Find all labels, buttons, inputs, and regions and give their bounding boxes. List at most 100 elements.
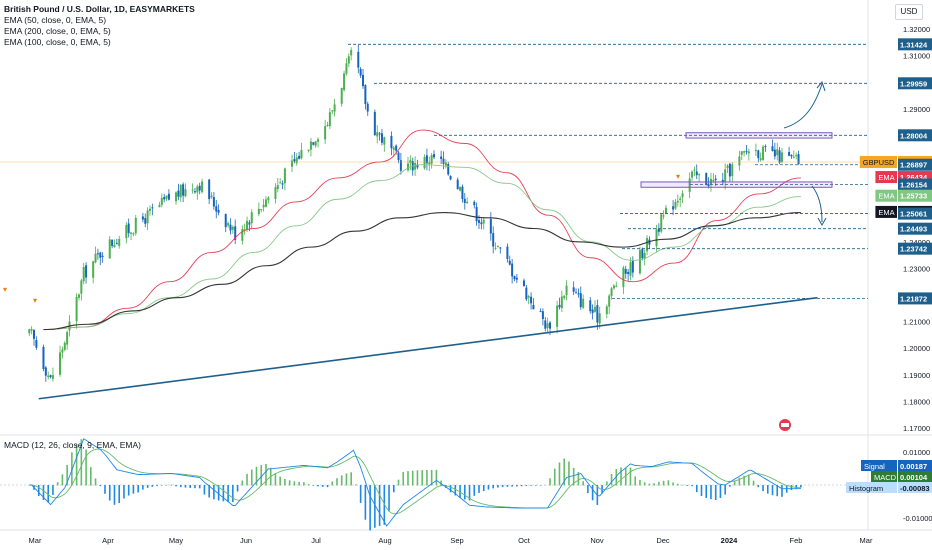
trend-line	[38, 296, 818, 400]
histogram-bar	[56, 482, 59, 486]
histogram-bar	[222, 485, 225, 502]
price-label-tag-bg	[875, 171, 897, 184]
candle-body	[695, 171, 698, 176]
macd-value-bg	[898, 471, 932, 482]
histogram-bar	[468, 485, 471, 501]
currency-button[interactable]: USD	[895, 4, 923, 20]
time-tick-label: Mar	[860, 536, 873, 545]
candle-body	[494, 247, 497, 249]
candle-body	[771, 146, 774, 152]
histogram-bar	[795, 485, 797, 489]
candle-body	[101, 255, 104, 257]
candle-body	[582, 298, 585, 308]
candle-body	[629, 262, 632, 276]
histogram-bar	[350, 472, 352, 486]
histogram-bar	[94, 478, 97, 486]
ema-50-legend[interactable]: EMA (50, close, 0, EMA, 5)	[4, 15, 107, 25]
histogram-bar	[75, 444, 78, 486]
candle-body	[279, 182, 282, 184]
price-axis[interactable]: 1.320001.310001.300001.290001.280001.270…	[859, 25, 932, 433]
histogram-bar	[416, 470, 419, 486]
candle-body	[743, 151, 746, 153]
price-label-value: 1.31424	[900, 40, 928, 49]
candle-body	[773, 149, 776, 157]
candle-body	[250, 212, 253, 224]
candle-body	[309, 141, 312, 150]
ema-100-legend[interactable]: EMA (100, close, 0, EMA, 5)	[4, 37, 111, 47]
candle-body	[328, 112, 331, 127]
price-label-value: 1.24493	[900, 225, 927, 234]
histogram-bar	[227, 485, 229, 502]
candle-body	[283, 168, 286, 184]
candle-body	[657, 229, 660, 232]
histogram-bar	[203, 485, 206, 495]
histogram-bar	[776, 485, 779, 497]
candle-body	[477, 220, 480, 223]
candle-body	[728, 163, 731, 177]
histogram-bar	[449, 485, 452, 493]
candle-body	[731, 164, 734, 176]
candle-body	[414, 163, 417, 170]
ema-50-line	[43, 129, 801, 331]
histogram-bar	[530, 485, 532, 486]
candle-body	[165, 195, 168, 199]
time-axis[interactable]: Mar Apr May Jun Jul Aug Sep Oct Nov Dec 2024 Feb Mar	[29, 536, 873, 545]
candle-body	[496, 245, 499, 247]
candle-body	[660, 214, 663, 232]
candle-body	[373, 111, 376, 136]
time-tick-label: Mar	[29, 536, 42, 545]
candle-body	[196, 186, 199, 193]
candle-body	[264, 199, 267, 207]
candle-body	[193, 191, 196, 193]
candle-body	[35, 340, 38, 348]
candle-body	[615, 285, 618, 287]
candle-body	[449, 175, 452, 180]
candle-body	[416, 164, 419, 168]
candle-body	[33, 330, 35, 339]
flag-icon-stripe	[781, 423, 789, 427]
candle-body	[96, 253, 99, 255]
price-chart-area[interactable]: ▾ ▾ ▾	[0, 0, 932, 531]
histogram-bar	[232, 485, 234, 503]
candle-body	[151, 207, 154, 209]
candle-body	[795, 155, 798, 157]
candle-body	[489, 219, 492, 234]
candle-body	[577, 293, 580, 295]
macd-tick-label: 0.01000	[903, 448, 930, 457]
candle-body	[144, 218, 147, 224]
price-tick-label: 1.23000	[903, 264, 930, 273]
histogram-bar	[681, 484, 684, 486]
candle-body	[662, 215, 665, 217]
candle-body	[605, 306, 608, 315]
histogram-bar	[165, 484, 168, 486]
price-tick-label: 1.31000	[903, 52, 930, 61]
candle-body	[406, 163, 409, 171]
candle-body	[229, 224, 232, 231]
ema-200-legend[interactable]: EMA (200, close, 0, EMA, 5)	[4, 26, 111, 36]
histogram-bar	[677, 483, 679, 486]
price-label-tag: EMA	[878, 173, 894, 182]
histogram-bar	[459, 485, 461, 498]
candle-body	[49, 375, 52, 378]
price-tick-label: 1.24000	[903, 238, 930, 247]
ema-100-line	[43, 164, 801, 331]
candle-body	[312, 142, 315, 145]
histogram-bar	[549, 478, 551, 486]
arrow-down-icon	[817, 217, 827, 227]
histogram-bar	[340, 475, 343, 486]
candle-body	[184, 189, 187, 197]
histogram-bar	[558, 462, 561, 486]
candle-body	[544, 320, 547, 329]
histogram-bar	[624, 467, 627, 486]
candle-body	[274, 187, 277, 199]
histogram-bar	[85, 449, 87, 486]
histogram-bar	[729, 485, 731, 487]
projection-arrow-up	[783, 83, 823, 129]
macd-legend[interactable]: MACD (12, 26, close, 9, EMA, EMA)	[4, 440, 141, 450]
histogram-bar	[260, 465, 263, 486]
histogram-bar	[213, 485, 215, 500]
zone-box	[640, 181, 833, 188]
histogram-bar	[643, 482, 646, 486]
